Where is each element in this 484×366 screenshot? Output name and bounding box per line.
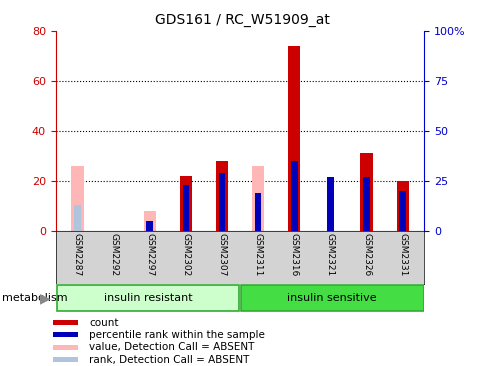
Bar bbox=[146, 221, 152, 231]
Text: GSM2321: GSM2321 bbox=[325, 233, 334, 276]
FancyBboxPatch shape bbox=[241, 285, 423, 311]
Bar bbox=[252, 166, 264, 231]
Text: GSM2297: GSM2297 bbox=[145, 233, 154, 276]
Text: GSM2307: GSM2307 bbox=[217, 233, 226, 277]
Bar bbox=[71, 166, 83, 231]
Bar bbox=[399, 191, 405, 231]
Bar bbox=[53, 345, 78, 350]
Text: count: count bbox=[89, 318, 118, 328]
Text: GSM2326: GSM2326 bbox=[362, 233, 370, 276]
Text: percentile rank within the sample: percentile rank within the sample bbox=[89, 330, 264, 340]
Bar bbox=[363, 177, 369, 231]
Bar bbox=[287, 46, 300, 231]
Text: insulin resistant: insulin resistant bbox=[104, 293, 192, 303]
Text: ▶: ▶ bbox=[40, 291, 51, 305]
Text: rank, Detection Call = ABSENT: rank, Detection Call = ABSENT bbox=[89, 355, 249, 365]
Bar bbox=[255, 193, 261, 231]
Text: GSM2311: GSM2311 bbox=[253, 233, 262, 277]
Bar bbox=[74, 205, 81, 231]
Text: insulin sensitive: insulin sensitive bbox=[287, 293, 376, 303]
Bar bbox=[180, 176, 192, 231]
Text: GSM2292: GSM2292 bbox=[109, 233, 118, 276]
Text: value, Detection Call = ABSENT: value, Detection Call = ABSENT bbox=[89, 342, 254, 352]
Bar bbox=[396, 181, 408, 231]
Bar bbox=[143, 211, 155, 231]
Bar bbox=[53, 320, 78, 325]
Text: GDS161 / RC_W51909_at: GDS161 / RC_W51909_at bbox=[155, 13, 329, 27]
Bar bbox=[360, 153, 372, 231]
Bar bbox=[53, 332, 78, 337]
Text: GSM2331: GSM2331 bbox=[397, 233, 407, 277]
Bar bbox=[182, 185, 189, 231]
Bar bbox=[215, 161, 227, 231]
Text: metabolism: metabolism bbox=[2, 293, 68, 303]
Bar bbox=[53, 357, 78, 362]
Bar bbox=[290, 161, 297, 231]
Text: GSM2302: GSM2302 bbox=[181, 233, 190, 276]
Bar bbox=[146, 223, 153, 231]
Text: GSM2316: GSM2316 bbox=[289, 233, 298, 277]
FancyBboxPatch shape bbox=[57, 285, 239, 311]
Bar bbox=[218, 173, 225, 231]
Bar bbox=[327, 177, 333, 231]
Text: GSM2287: GSM2287 bbox=[73, 233, 82, 276]
